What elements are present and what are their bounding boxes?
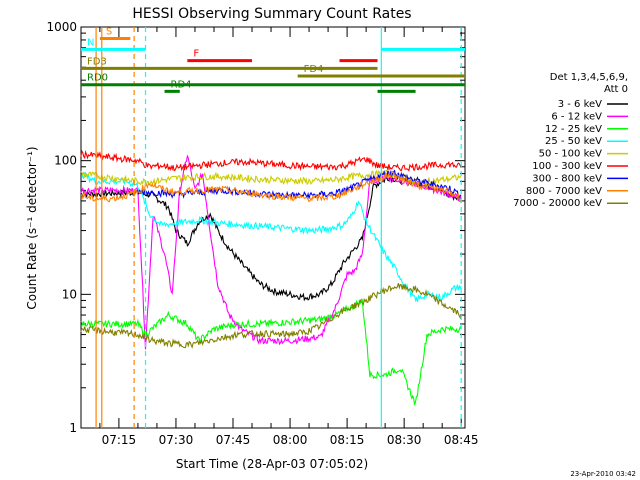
series-line	[80, 298, 462, 405]
legend-label: 6 - 12 keV	[551, 111, 602, 122]
series-line	[80, 283, 462, 349]
x-tick-label: 08:00	[273, 433, 308, 447]
legend-label: 50 - 100 keV	[539, 149, 603, 160]
legend-label: 12 - 25 keV	[545, 124, 602, 135]
x-tick-label: 08:45	[444, 433, 479, 447]
flag-label: RD4	[171, 79, 192, 90]
legend-label: 300 - 800 keV	[532, 173, 602, 184]
series-line	[80, 170, 462, 303]
plot-area: 1 10 100 1000 07:15 07:30 07:45 08:00 08:15 08:30…	[46, 20, 478, 447]
x-tick-label: 07:45	[216, 433, 251, 447]
flag-label: N	[87, 37, 94, 48]
legend-label: 3 - 6 keV	[558, 99, 602, 110]
legend-label: 800 - 7000 keV	[526, 186, 602, 197]
flag-label: FD4	[304, 64, 324, 75]
x-tick-label: 08:15	[330, 433, 365, 447]
y-tick-label: 1000	[46, 20, 77, 34]
series-line	[80, 154, 462, 350]
x-tick-label: 07:15	[102, 433, 137, 447]
x-tick-label: 07:30	[159, 433, 194, 447]
legend-label: 100 - 300 keV	[532, 161, 602, 172]
y-tick-label: 10	[62, 287, 77, 301]
flag-label: F	[193, 49, 199, 60]
chart-title: HESSI Observing Summary Count Rates	[132, 6, 411, 22]
y-tick-label: 100	[54, 154, 77, 168]
plot-frame	[80, 26, 466, 429]
legend-header: Det 1,3,4,5,6,9,	[550, 72, 628, 83]
series-line	[137, 169, 462, 200]
legend-label: 25 - 50 keV	[545, 136, 602, 147]
footer-timestamp: 23-Apr-2010 03:42	[570, 470, 636, 478]
flag-label: FD3	[87, 56, 107, 67]
legend-label: 7000 - 20000 keV	[513, 198, 602, 209]
flag-label: S	[106, 27, 112, 38]
x-tick-label: 08:30	[387, 433, 422, 447]
flag-label: RD0	[87, 73, 108, 84]
y-axis-label: Count Rate (s⁻¹ detector⁻¹)	[25, 146, 39, 309]
y-tick-label: 1	[69, 421, 77, 435]
series-line	[80, 170, 462, 203]
x-axis-label: Start Time (28-Apr-03 07:05:02)	[176, 457, 368, 471]
legend-header: Att 0	[604, 84, 628, 95]
series-line	[80, 149, 462, 172]
